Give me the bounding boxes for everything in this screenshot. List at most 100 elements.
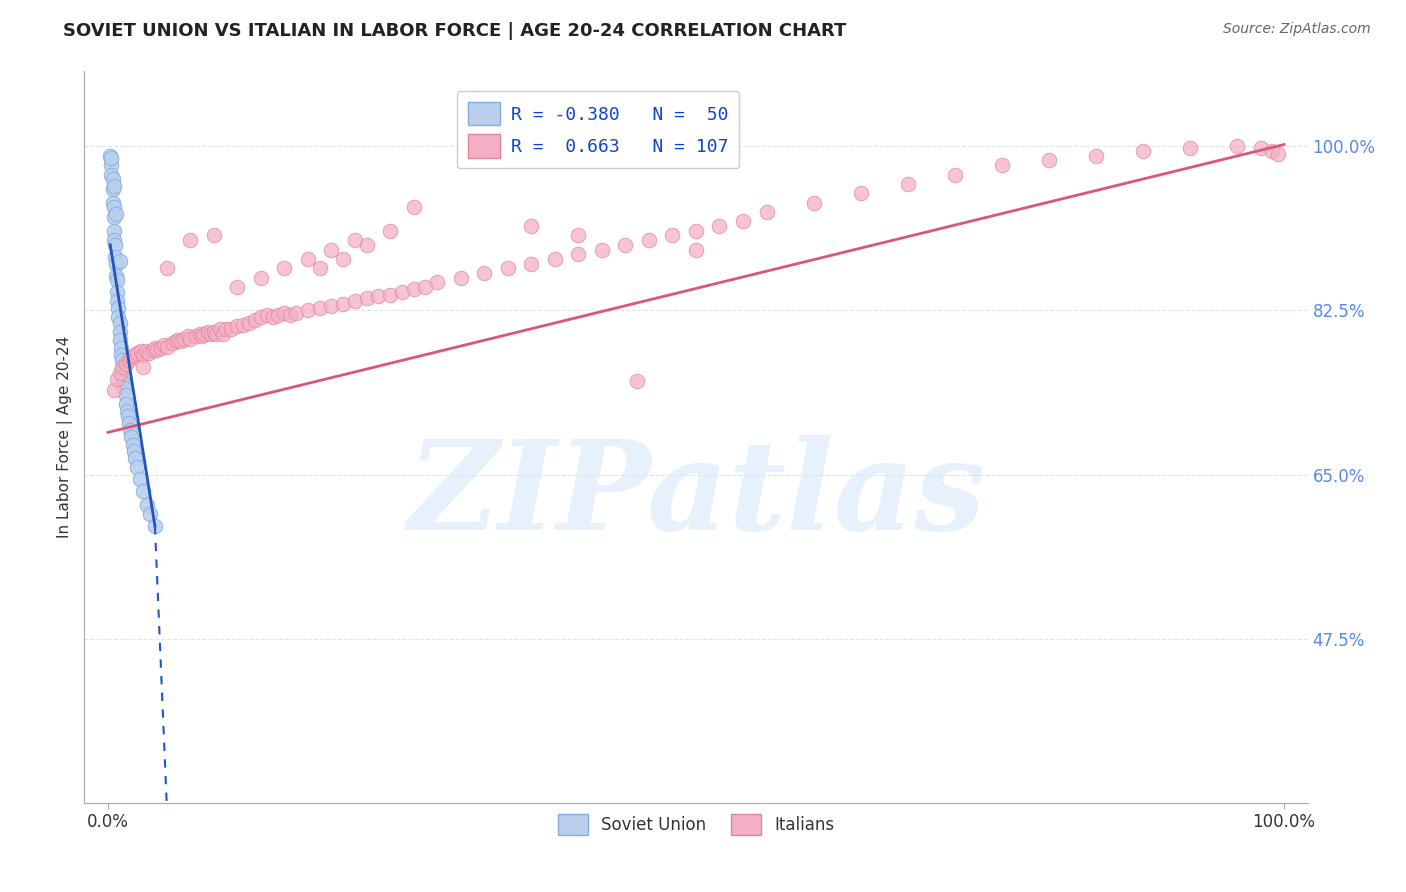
Point <box>135 498 157 512</box>
Point <box>208 322 231 336</box>
Point <box>128 472 150 486</box>
Point <box>149 341 172 355</box>
Point <box>343 233 366 247</box>
Point <box>267 308 290 322</box>
Point <box>1178 141 1201 155</box>
Point <box>391 285 413 299</box>
Point <box>685 224 707 238</box>
Point <box>591 243 613 257</box>
Point <box>108 334 131 348</box>
Point <box>661 228 683 243</box>
Point <box>343 294 366 309</box>
Point <box>120 430 142 444</box>
Point <box>127 345 149 359</box>
Point <box>121 437 143 451</box>
Point <box>897 177 920 191</box>
Point <box>108 367 131 381</box>
Point <box>991 158 1014 172</box>
Point <box>212 326 235 341</box>
Point <box>108 316 131 330</box>
Point <box>472 266 495 280</box>
Point <box>100 168 122 182</box>
Point <box>238 316 260 330</box>
Point <box>402 200 425 214</box>
Point <box>111 362 134 376</box>
Point <box>567 247 589 261</box>
Point <box>118 416 141 430</box>
Point <box>232 318 254 332</box>
Point <box>153 338 176 352</box>
Point <box>685 243 707 257</box>
Point <box>122 444 145 458</box>
Point <box>626 374 648 388</box>
Point <box>321 243 343 257</box>
Point <box>332 297 354 311</box>
Point <box>755 205 778 219</box>
Point <box>105 207 128 221</box>
Point <box>127 460 149 475</box>
Point <box>415 280 437 294</box>
Point <box>709 219 731 233</box>
Point <box>731 214 754 228</box>
Point <box>103 178 125 193</box>
Point <box>156 261 179 276</box>
Point <box>139 507 162 521</box>
Text: Source: ZipAtlas.com: Source: ZipAtlas.com <box>1223 22 1371 37</box>
Point <box>193 326 215 341</box>
Point <box>117 409 139 424</box>
Point <box>101 195 124 210</box>
Point <box>98 149 121 163</box>
Point <box>156 340 179 354</box>
Point <box>1267 147 1289 161</box>
Point <box>297 303 319 318</box>
Point <box>614 237 637 252</box>
Point <box>105 294 128 309</box>
Point <box>124 450 146 465</box>
Point <box>544 252 567 266</box>
Point <box>243 313 266 327</box>
Point <box>170 334 193 349</box>
Point <box>107 310 129 324</box>
Point <box>188 326 211 341</box>
Point <box>943 168 966 182</box>
Point <box>120 423 142 437</box>
Point <box>115 404 138 418</box>
Point <box>249 310 271 324</box>
Point <box>108 325 131 339</box>
Point <box>1261 144 1284 158</box>
Point <box>111 353 134 368</box>
Point <box>118 353 141 368</box>
Legend: Soviet Union, Italians: Soviet Union, Italians <box>551 807 841 842</box>
Point <box>179 332 201 346</box>
Point <box>278 308 301 322</box>
Point <box>205 326 228 341</box>
Point <box>111 359 134 374</box>
Point <box>197 325 219 339</box>
Point <box>1250 141 1272 155</box>
Point <box>1226 139 1249 153</box>
Point <box>101 172 124 186</box>
Point <box>132 359 155 374</box>
Point <box>167 334 190 348</box>
Point <box>308 261 330 276</box>
Point <box>1084 149 1107 163</box>
Point <box>100 151 122 165</box>
Point <box>143 519 166 533</box>
Point <box>184 328 207 343</box>
Point <box>273 261 295 276</box>
Point <box>112 376 135 390</box>
Point <box>380 287 402 301</box>
Point <box>202 228 225 243</box>
Point <box>226 280 249 294</box>
Point <box>103 200 125 214</box>
Point <box>249 270 271 285</box>
Point <box>426 276 449 290</box>
Point <box>638 233 661 247</box>
Point <box>1038 153 1060 168</box>
Text: ZIPatlas: ZIPatlas <box>406 434 986 557</box>
Point <box>285 306 308 320</box>
Point <box>803 195 825 210</box>
Point <box>132 484 155 499</box>
Point <box>104 237 127 252</box>
Point <box>567 228 589 243</box>
